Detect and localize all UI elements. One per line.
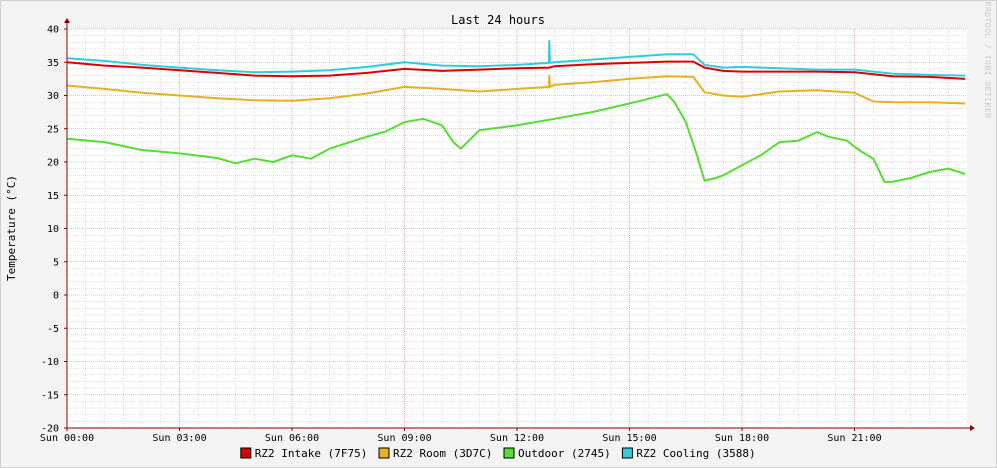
y-tick-label: -10 <box>41 357 59 368</box>
y-tick-label: -15 <box>41 390 59 401</box>
x-tick-label: Sun 00:00 <box>40 433 94 444</box>
legend-swatch-0 <box>240 447 252 459</box>
y-tick-label: 15 <box>47 191 59 202</box>
legend-label-0: RZ2 Intake (7F75) <box>255 447 368 460</box>
y-tick-label: 30 <box>47 91 59 102</box>
legend-swatch-2 <box>503 447 515 459</box>
y-axis-arrow <box>64 18 70 23</box>
x-tick-label: Sun 09:00 <box>377 433 431 444</box>
chart-title: Last 24 hours <box>451 13 545 27</box>
y-tick-label: 35 <box>47 58 59 69</box>
series-line-2 <box>66 93 966 183</box>
legend-label-1: RZ2 Room (3D7C) <box>393 447 492 460</box>
y-axis-label: Temperature (°C) <box>5 175 18 281</box>
series-group <box>66 40 966 183</box>
legend-label-2: Outdoor (2745) <box>518 447 611 460</box>
axes <box>64 18 975 431</box>
y-tick-label: 0 <box>53 291 59 302</box>
x-tick-label: Sun 21:00 <box>827 433 881 444</box>
x-tick-label: Sun 03:00 <box>152 433 206 444</box>
x-tick-label: Sun 15:00 <box>602 433 656 444</box>
y-tick-label: -20 <box>41 424 59 435</box>
x-tick-label: Sun 18:00 <box>715 433 769 444</box>
legend-swatch-1 <box>378 447 390 459</box>
x-tick-label: Sun 12:00 <box>490 433 544 444</box>
y-tick-label: 10 <box>47 224 59 235</box>
y-tick-label: 40 <box>47 25 59 36</box>
legend-label-3: RZ2 Cooling (3588) <box>636 447 755 460</box>
y-tick-label: 20 <box>47 158 59 169</box>
y-tick-label: 25 <box>47 124 59 135</box>
series-line-3 <box>66 40 966 77</box>
y-tick-label: 5 <box>53 257 59 268</box>
legend: RZ2 Intake (7F75) RZ2 Room (3D7C) Outdoor … <box>240 447 756 460</box>
x-axis-arrow <box>970 425 975 431</box>
series-line-1 <box>66 74 966 105</box>
legend-swatch-3 <box>621 447 633 459</box>
watermark-text: RRDTOOL / TOBI OETIKER <box>983 2 992 119</box>
x-tick-label: Sun 06:00 <box>265 433 319 444</box>
y-tick-label: -5 <box>47 324 59 335</box>
series-line-0 <box>66 60 966 80</box>
